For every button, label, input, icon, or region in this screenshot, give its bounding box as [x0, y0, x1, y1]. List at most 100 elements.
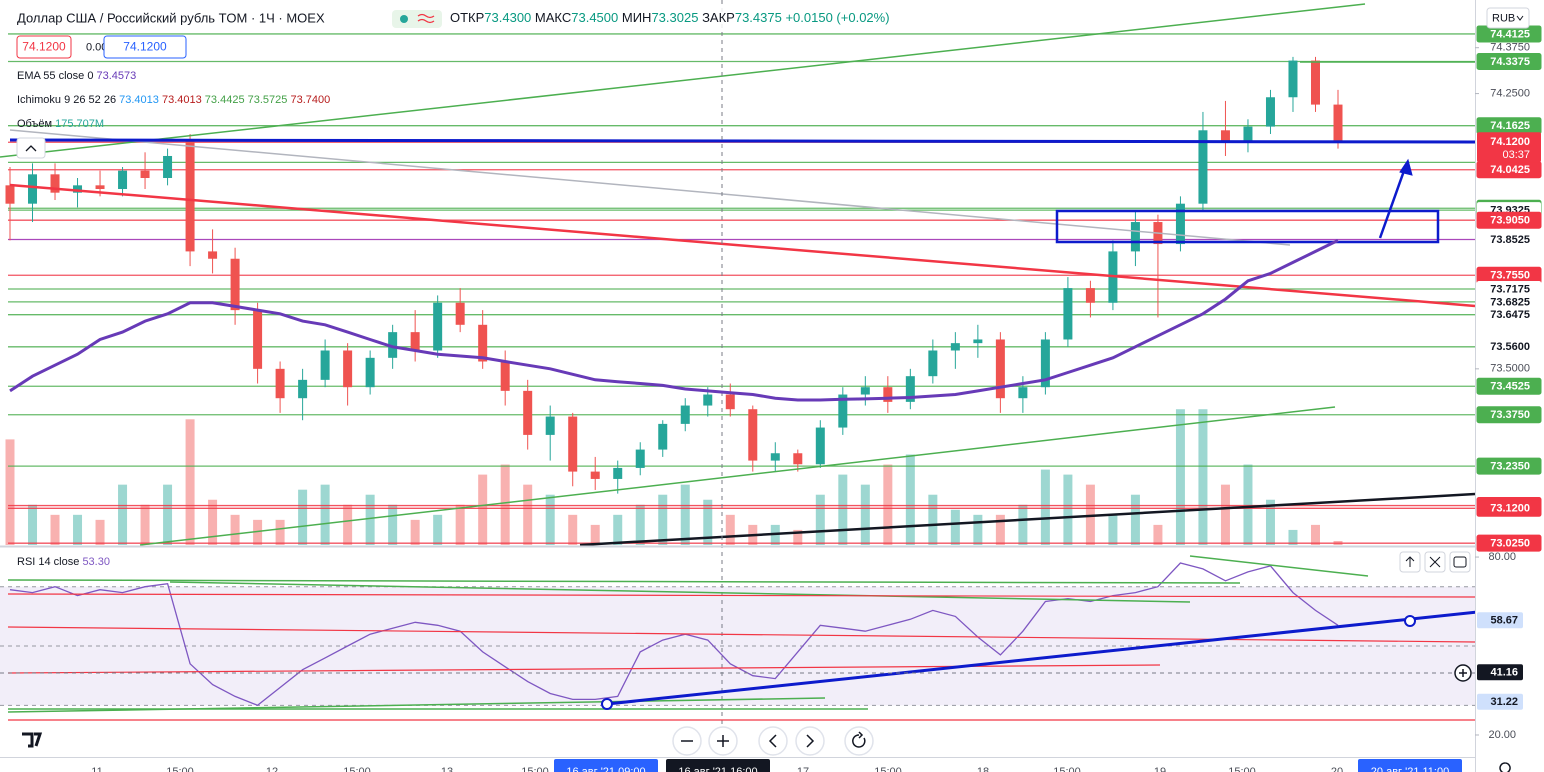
anchor-point[interactable] [1404, 615, 1416, 627]
right-icon [806, 734, 815, 748]
reset-chart[interactable] [844, 726, 874, 756]
x-tick-label: 15:00 [343, 766, 371, 772]
volume-bar [410, 519, 420, 545]
volume-bar [635, 504, 645, 545]
candle-body [185, 141, 195, 252]
header: Доллар США / Российский рубль TOM · 1Ч ·… [8, 6, 1068, 568]
volume-bar [1153, 524, 1163, 545]
horizontal-line [9, 138, 1476, 144]
volume-bar [545, 494, 555, 545]
level-label-box [1476, 52, 1542, 70]
y-tick-label: 80.00 [1488, 551, 1516, 563]
volume-bar [1310, 524, 1320, 545]
level-label-box [1476, 211, 1542, 229]
level-label: 74.1625 [1490, 120, 1530, 132]
candle-body [1243, 126, 1253, 142]
candle-body [523, 390, 533, 435]
x-tick-label: 13 [441, 766, 453, 772]
status-icon [417, 13, 435, 24]
ohlc-key: ОТКР [450, 10, 484, 25]
time-label-box [1358, 759, 1462, 772]
x-tick-label: 20 авг '21 11:00 [1371, 766, 1449, 772]
dropdown-box[interactable] [1486, 7, 1530, 29]
rsi-marker-label: 41.16 [1490, 667, 1518, 679]
close-icon [1429, 556, 1441, 568]
level-label-box [1476, 457, 1542, 475]
maximize-pane[interactable] [1449, 551, 1471, 573]
volume-bar [523, 484, 533, 545]
ichimoku-value: 73.7400 [290, 94, 330, 106]
volume-bar [1040, 469, 1050, 545]
sell-button[interactable]: 74.1200 [16, 35, 72, 59]
currency-dropdown[interactable]: RUB [1486, 7, 1530, 29]
candle-body [928, 350, 938, 377]
collapse-box[interactable] [16, 137, 46, 159]
volume-bar [1018, 504, 1028, 545]
candle-body [410, 332, 420, 351]
volume-bar [163, 484, 173, 545]
volume-bar [95, 519, 105, 545]
ema-line [9, 239, 1339, 402]
candle-body [1063, 288, 1073, 340]
volume-legend-value: 175.707M [55, 118, 104, 130]
volume-bar [28, 504, 38, 545]
ohlc-key: МАКС [535, 10, 571, 25]
ichimoku-value: 73.4013 [119, 94, 159, 106]
scroll-left[interactable] [758, 726, 788, 756]
candle-body [545, 416, 555, 435]
volume-bar [230, 514, 240, 545]
volume-bar [1130, 494, 1140, 545]
buy-price[interactable]: 74.1200 [123, 40, 167, 54]
scroll-right[interactable] [795, 726, 825, 756]
candle-body [568, 416, 578, 472]
volume-bar [725, 514, 735, 545]
volume-bar [208, 499, 218, 545]
rsi-legend-value: 53.30 [82, 556, 110, 568]
candle-body [590, 471, 600, 479]
currency-label[interactable]: RUB [1492, 12, 1515, 24]
level-label: 73.9050 [1490, 215, 1530, 227]
sell-price[interactable]: 74.1200 [22, 40, 66, 54]
logo [22, 732, 43, 748]
x-tick-label: 15:00 [1053, 766, 1081, 772]
candle-body [208, 251, 218, 259]
volume-bar [185, 419, 195, 545]
volume-bar [478, 474, 488, 545]
reset-icon [852, 731, 866, 748]
ohlc-value: 73.4500 [571, 10, 618, 25]
level-label: 74.4125 [1490, 28, 1530, 40]
candle-body [320, 350, 330, 380]
volume-bar [1288, 529, 1298, 545]
volume-bar [343, 504, 353, 545]
candle-body [365, 357, 375, 388]
rsi-legend-name: RSI 14 close [17, 556, 79, 568]
sell-box[interactable] [16, 35, 72, 59]
x-tick-label: 17 [797, 766, 809, 772]
anchor-point[interactable] [601, 698, 613, 710]
time-label-box [666, 759, 770, 772]
ichimoku-name: Ichimoku 9 26 52 26 [17, 94, 116, 106]
front-layer [9, 239, 1339, 402]
buy-box[interactable] [103, 35, 187, 59]
volume-bar [680, 484, 690, 545]
buy-button[interactable]: 74.1200 [103, 35, 187, 59]
level-label-box [1476, 377, 1542, 395]
level-label-box [1476, 499, 1542, 517]
candle-body [1018, 387, 1028, 399]
volume-bar [50, 514, 60, 545]
status-badge [392, 10, 442, 28]
candle-body [1175, 203, 1185, 245]
level-label-box [1476, 406, 1542, 424]
countdown-label: 03:37 [1502, 149, 1530, 161]
volume-bar [1198, 409, 1208, 545]
volume-bar [455, 504, 465, 545]
settings-icon[interactable] [1499, 762, 1511, 772]
candle-body [500, 361, 510, 391]
rsi-marker-box [1477, 664, 1523, 681]
symbol-title: Доллар США / Российский рубль TOM · 1Ч ·… [17, 10, 325, 25]
rsi-marker-label: 58.67 [1490, 615, 1518, 627]
candle-body [253, 310, 263, 369]
collapse-legend-button[interactable] [16, 137, 46, 159]
volume-bar [253, 519, 263, 545]
